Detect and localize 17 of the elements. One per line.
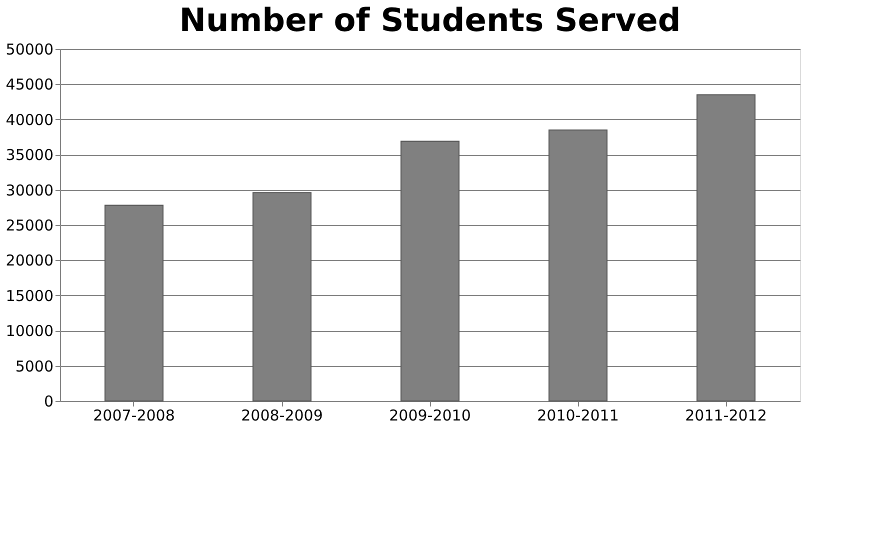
- y-tick-label: 5000: [15, 357, 54, 376]
- y-tick-label: 35000: [6, 146, 54, 164]
- y-tick-label: 50000: [6, 40, 54, 58]
- y-tick-label: 40000: [6, 110, 54, 129]
- y-tick-label: 10000: [6, 322, 54, 340]
- y-tick-label: 30000: [6, 181, 54, 200]
- y-tick-label: 0: [44, 392, 54, 410]
- y-tick-label: 20000: [6, 252, 54, 270]
- x-tick-label: 2008-2009: [241, 406, 323, 424]
- y-tick-label: 45000: [6, 76, 54, 94]
- x-tick-label: 2010-2011: [537, 406, 619, 424]
- chart-title: Number of Students Served: [179, 1, 681, 39]
- y-tick-label: 25000: [6, 216, 54, 234]
- x-tick-label: 2009-2010: [389, 406, 471, 424]
- x-tick-label: 2007-2008: [93, 406, 175, 424]
- y-tick-label: 15000: [6, 286, 54, 305]
- x-tick-label: 2011-2012: [685, 406, 767, 424]
